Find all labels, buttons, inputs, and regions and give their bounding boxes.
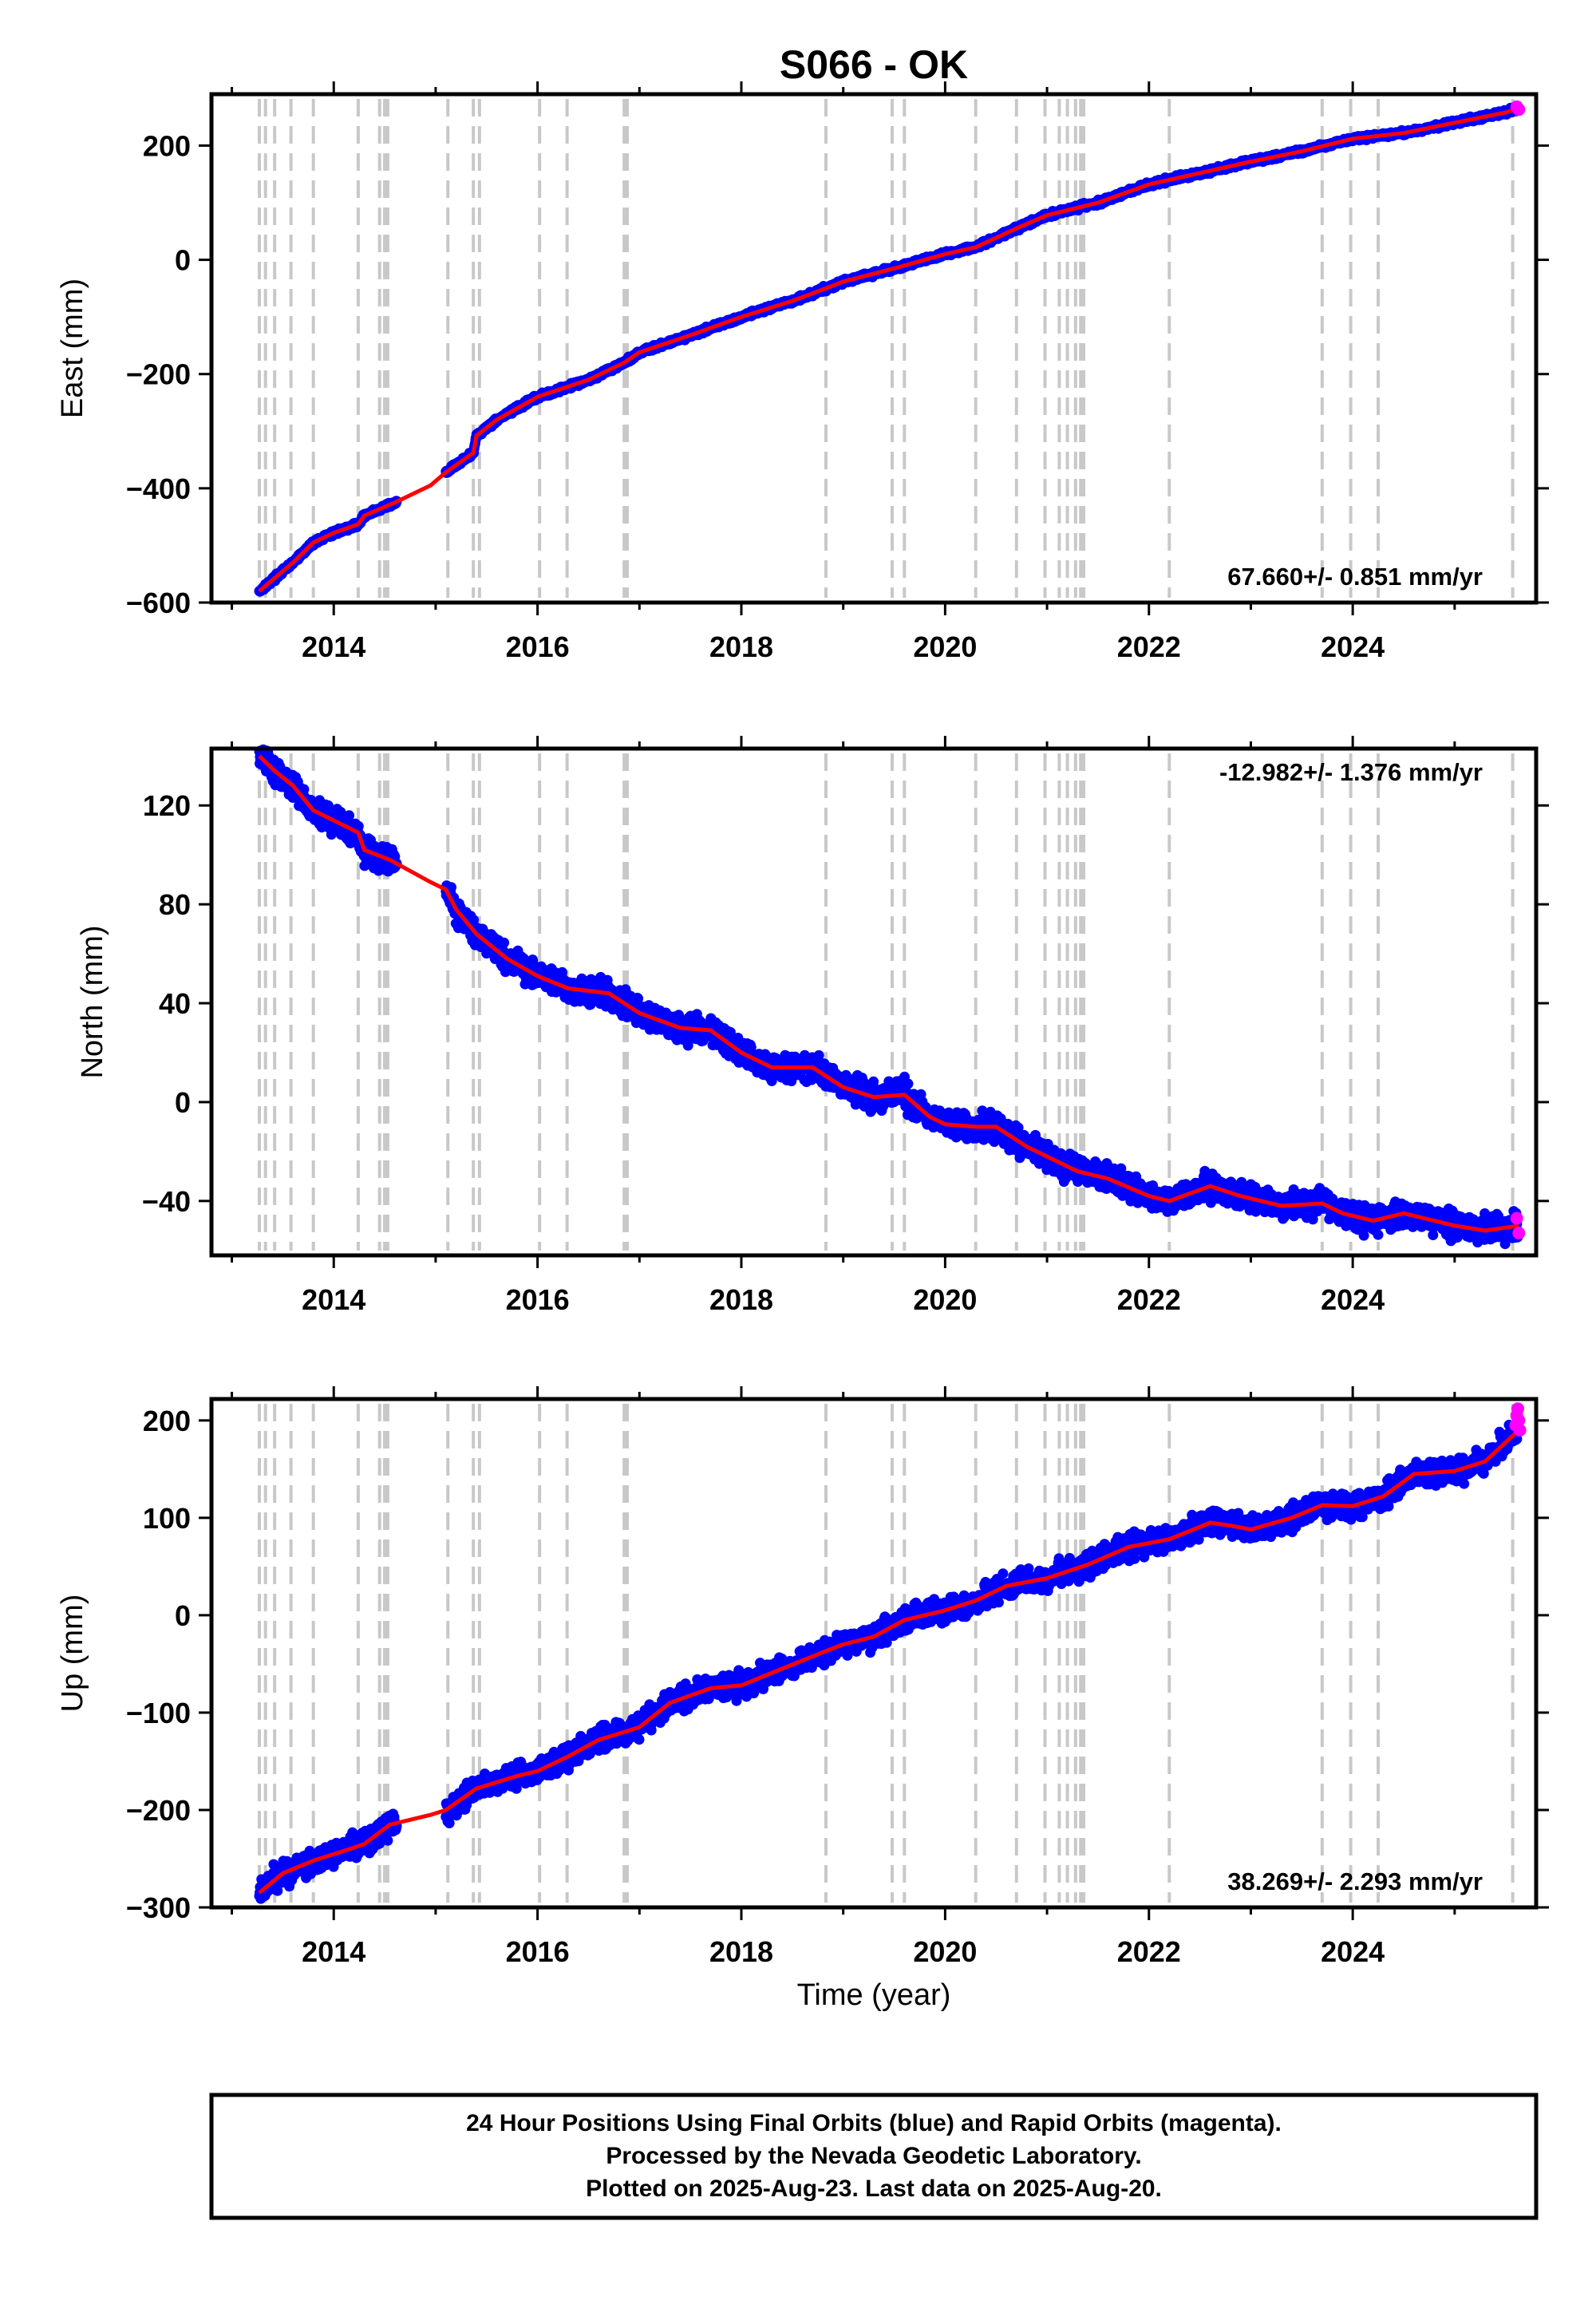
east-x-tick-label: 2022 xyxy=(1117,630,1181,663)
east-y-tick-label: 0 xyxy=(175,244,191,277)
east-x-tick-label: 2018 xyxy=(709,630,773,663)
east-rate-label: 67.660+/- 0.851 mm/yr xyxy=(1227,563,1483,591)
east-y-axis-label: East (mm) xyxy=(56,279,89,418)
east-y-tick-label: −200 xyxy=(126,358,191,391)
east-x-tick-label: 2014 xyxy=(302,630,365,663)
east-rapid-point xyxy=(1512,103,1526,117)
east-y-tick-label: −600 xyxy=(126,587,191,619)
east-x-tick-label: 2020 xyxy=(913,630,977,663)
east-y-tick-label: −400 xyxy=(126,472,191,505)
east-plot-frame xyxy=(209,92,1539,605)
east-y-tick-label: 200 xyxy=(143,129,191,162)
east-x-tick-label: 2016 xyxy=(506,630,570,663)
east-x-tick-label: 2024 xyxy=(1321,630,1385,663)
north-position-point xyxy=(499,937,510,948)
east-panel: −600 −400 −200 0 200 2014 2016 2018 2020 2022 2024… xyxy=(56,81,1549,663)
chart-title: S066 - OK xyxy=(780,42,968,87)
